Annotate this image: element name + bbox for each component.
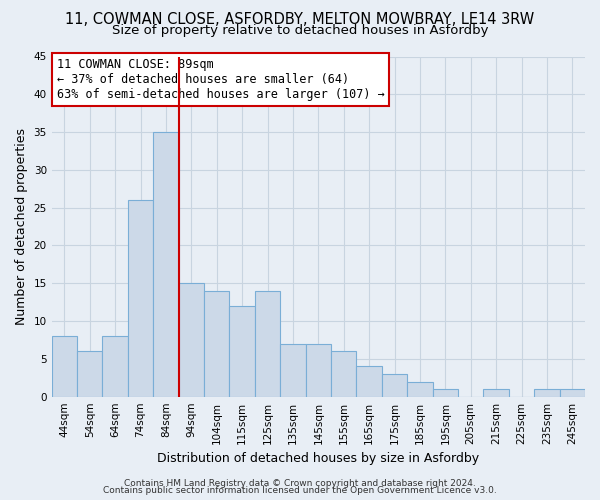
Bar (433, 389, 458, 396)
Bar (179, 284, 204, 397)
Bar (255, 291, 280, 397)
Text: Size of property relative to detached houses in Asfordby: Size of property relative to detached ho… (112, 24, 488, 37)
X-axis label: Distribution of detached houses by size in Asfordby: Distribution of detached houses by size … (157, 452, 479, 465)
Bar (534, 389, 560, 396)
Bar (52, 336, 77, 396)
Bar (356, 366, 382, 396)
Text: 11, COWMAN CLOSE, ASFORDBY, MELTON MOWBRAY, LE14 3RW: 11, COWMAN CLOSE, ASFORDBY, MELTON MOWBR… (65, 12, 535, 28)
Bar (331, 352, 356, 397)
Y-axis label: Number of detached properties: Number of detached properties (15, 128, 28, 325)
Text: 11 COWMAN CLOSE: 89sqm
← 37% of detached houses are smaller (64)
63% of semi-det: 11 COWMAN CLOSE: 89sqm ← 37% of detached… (57, 58, 385, 101)
Bar (280, 344, 305, 397)
Bar (407, 382, 433, 396)
Bar (382, 374, 407, 396)
Bar (103, 336, 128, 396)
Bar (204, 291, 229, 397)
Bar (560, 389, 585, 396)
Text: Contains HM Land Registry data © Crown copyright and database right 2024.: Contains HM Land Registry data © Crown c… (124, 478, 476, 488)
Bar (128, 200, 153, 396)
Bar (484, 389, 509, 396)
Bar (229, 306, 255, 396)
Bar (305, 344, 331, 397)
Bar (153, 132, 179, 396)
Bar (77, 352, 103, 397)
Text: Contains public sector information licensed under the Open Government Licence v3: Contains public sector information licen… (103, 486, 497, 495)
